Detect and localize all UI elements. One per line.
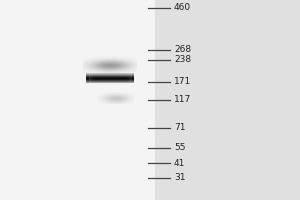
Text: 460: 460 <box>174 3 191 12</box>
Text: 31: 31 <box>174 173 185 182</box>
Text: 171: 171 <box>174 77 191 86</box>
Text: 238: 238 <box>174 55 191 64</box>
Text: 55: 55 <box>174 144 185 152</box>
Text: 268: 268 <box>174 46 191 54</box>
Text: 41: 41 <box>174 158 185 168</box>
Text: 117: 117 <box>174 96 191 104</box>
Text: 71: 71 <box>174 123 185 132</box>
